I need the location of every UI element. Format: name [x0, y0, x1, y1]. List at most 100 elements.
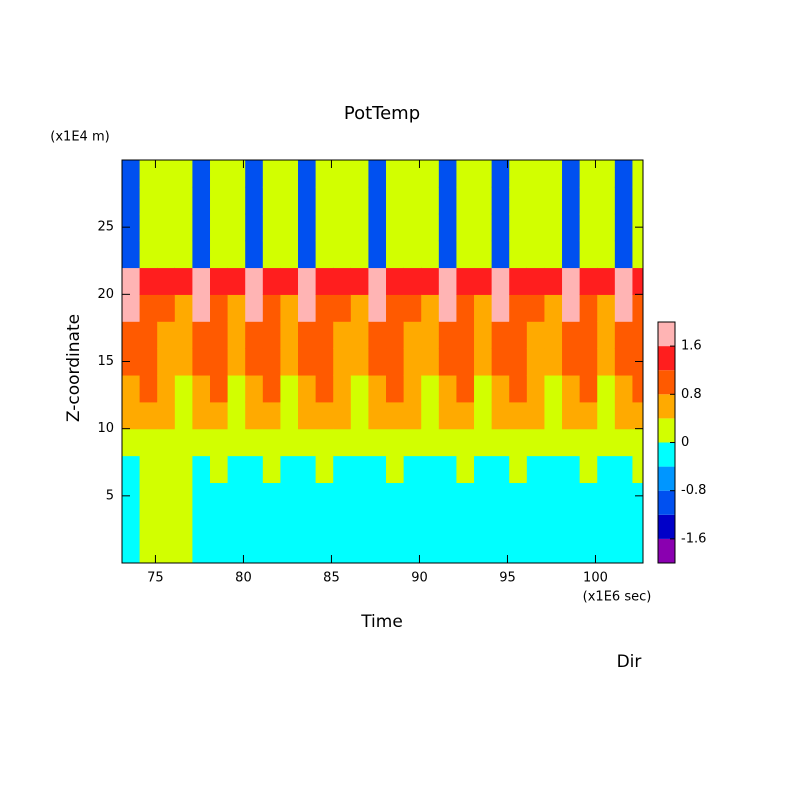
contour-cell — [139, 374, 158, 403]
contour-cell — [315, 240, 334, 269]
contour-cell — [227, 186, 246, 215]
contour-cell — [579, 509, 598, 537]
contour-cell — [298, 186, 317, 215]
contour-cell — [210, 455, 229, 483]
contour-cell — [456, 482, 475, 510]
contour-cell — [456, 428, 475, 457]
contour-cell — [174, 509, 194, 537]
contour-cell — [192, 374, 211, 403]
contour-cell — [421, 186, 440, 215]
contour-cell — [192, 240, 211, 269]
contour-cell — [227, 240, 246, 269]
contour-cell — [174, 374, 194, 403]
contour-cell — [526, 160, 546, 188]
contour-cell — [174, 428, 194, 457]
contour-cell — [315, 536, 334, 563]
contour-cell — [174, 267, 194, 295]
contour-cell — [474, 240, 493, 269]
contour-cell — [403, 321, 422, 349]
contour-cell — [562, 186, 581, 215]
contour-cell — [421, 213, 440, 242]
contour-cell — [315, 428, 334, 457]
contour-cell — [280, 536, 299, 563]
contour-cell — [350, 267, 370, 295]
contour-cell — [139, 455, 158, 483]
contour-cell — [438, 401, 458, 430]
contour-cell — [491, 428, 510, 457]
contour-cell — [315, 374, 334, 403]
contour-cell — [245, 455, 264, 483]
contour-cell — [280, 160, 299, 188]
y-axis-label: Z-coordinate — [64, 314, 84, 422]
contour-cell — [632, 536, 643, 563]
contour-cell — [509, 240, 528, 269]
contour-cell — [614, 482, 634, 510]
contour-cell — [122, 186, 141, 215]
contour-cell — [386, 509, 405, 537]
contour-cell — [122, 536, 141, 563]
contour-cell — [386, 401, 405, 430]
contour-cell — [403, 509, 422, 537]
contour-cell — [597, 321, 616, 349]
contour-cell — [597, 401, 616, 430]
y-tick-label: 25 — [97, 220, 114, 235]
contour-cell — [262, 213, 282, 242]
contour-cell — [157, 321, 176, 349]
contour-cell — [526, 428, 546, 457]
contour-cell — [227, 267, 246, 295]
contour-cell — [245, 213, 264, 242]
contour-cell — [157, 482, 176, 510]
contour-cell — [262, 348, 282, 376]
contour-cell — [509, 348, 528, 376]
y-tick-label: 15 — [97, 354, 114, 369]
contour-cell — [262, 374, 282, 403]
contour-cell — [245, 294, 264, 322]
contour-cell — [456, 455, 475, 483]
contour-cell — [262, 240, 282, 269]
x-tick-label: 95 — [499, 571, 516, 586]
contour-cell — [474, 455, 493, 483]
contour-cell — [245, 321, 264, 349]
contour-cell — [298, 321, 317, 349]
contour-cell — [403, 160, 422, 188]
contour-cell — [597, 294, 616, 322]
contour-cell — [421, 321, 440, 349]
contour-cell — [210, 267, 229, 295]
contour-cell — [544, 536, 563, 563]
contour-cell — [438, 428, 458, 457]
contour-cell — [139, 536, 158, 563]
contour-cell — [122, 482, 141, 510]
contour-cell — [350, 482, 370, 510]
contour-cell — [333, 374, 352, 403]
contour-cell — [368, 213, 387, 242]
contour-cell — [386, 240, 405, 269]
contour-cell — [438, 374, 458, 403]
contour-cell — [245, 536, 264, 563]
contour-cell — [157, 428, 176, 457]
contour-cell — [157, 509, 176, 537]
contour-cell — [544, 348, 563, 376]
contour-cell — [597, 186, 616, 215]
contour-cell — [315, 455, 334, 483]
contour-cell — [403, 401, 422, 430]
contour-cell — [122, 348, 141, 376]
contour-cell — [614, 536, 634, 563]
contour-cell — [509, 455, 528, 483]
contour-cell — [579, 374, 598, 403]
contour-cell — [579, 160, 598, 188]
contour-cell — [386, 267, 405, 295]
contour-cell — [368, 509, 387, 537]
contour-cell — [491, 509, 510, 537]
contour-cell — [491, 401, 510, 430]
contour-cell — [579, 348, 598, 376]
contour-cell — [262, 267, 282, 295]
contour-cell — [280, 374, 299, 403]
contour-cell — [174, 348, 194, 376]
contour-cell — [280, 455, 299, 483]
contour-cell — [491, 240, 510, 269]
contour-cell — [333, 536, 352, 563]
contour-cell — [280, 240, 299, 269]
contour-cell — [192, 213, 211, 242]
contour-cell — [579, 267, 598, 295]
contour-cell — [350, 186, 370, 215]
